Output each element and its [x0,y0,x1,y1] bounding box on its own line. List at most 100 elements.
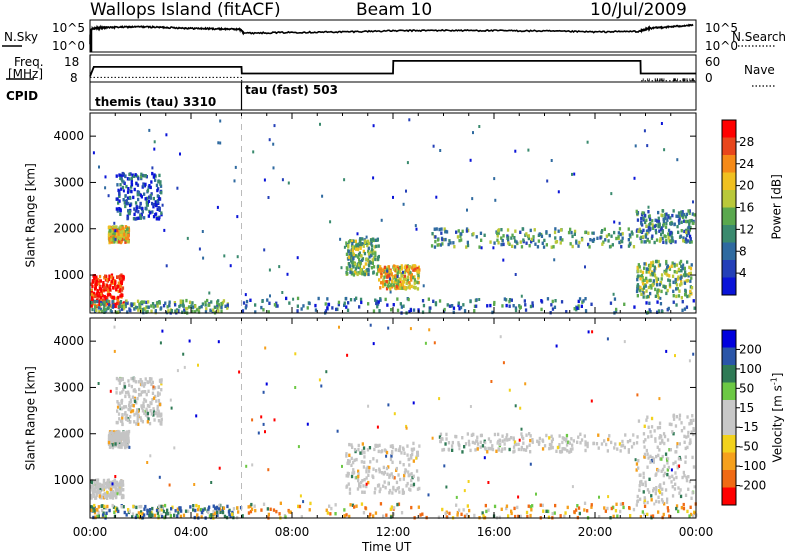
scatter-cell [117,284,120,288]
scatter-cell [142,184,145,188]
scatter-cell [570,437,573,441]
scatter-cell [680,506,683,510]
scatter-cell [380,450,383,454]
scatter-cell [640,230,644,234]
scatter-cell [345,296,348,301]
scatter-cell [618,442,622,446]
scatter-cell [643,452,647,457]
sparse-cell [294,352,297,356]
scatter-cell [638,484,641,488]
scatter-cell [401,283,405,287]
scatter-cell [413,275,416,279]
scatter-cell [554,236,557,240]
scatter-cell [455,230,458,234]
scatter-cell [682,502,685,507]
scatter-cell [115,494,118,499]
scatter-cell [412,447,416,451]
scatter-cell [623,445,626,450]
scatter-cell [139,416,142,420]
scatter-cell [362,249,365,254]
scatter-cell [493,432,497,437]
scatter-cell [105,278,109,282]
scatter-cell [440,231,443,235]
scatter-cell [658,263,662,267]
scatter-cell [228,512,231,517]
scatter-cell [530,237,533,242]
scatter-cell [416,271,419,276]
scatter-cell [391,491,394,495]
scatter-cell [203,507,206,511]
scatter-cell [123,306,126,310]
scatter-cell [267,512,270,517]
scatter-cell [520,245,524,249]
scatter-cell [147,305,150,309]
scatter-cell [106,478,109,483]
scatter-cell [127,228,131,232]
scatter-cell [111,495,114,500]
scatter-cell [663,441,666,446]
scatter-cell [348,453,351,457]
scatter-cell [157,393,160,397]
scatter-cell [500,236,503,240]
scatter-cell [445,432,448,437]
scatter-cell [362,244,365,248]
scatter-cell [372,457,375,461]
scatter-cell [121,179,124,183]
scatter-cell [190,304,193,308]
scatter-cell [660,277,663,281]
sparse-cell [296,256,299,260]
scatter-cell [483,233,486,237]
scatter-cell [514,229,517,233]
scatter-cell [690,512,693,517]
scatter-cell [653,274,657,278]
scatter-cell [389,507,392,511]
scatter-cell [196,507,200,512]
scatter-cell [115,376,119,381]
velocity-colorbar-tick-label: -100 [739,459,766,473]
scatter-cell [149,211,152,215]
scatter-cell [651,263,655,268]
scatter-cell [147,380,150,385]
sparse-cell [514,149,517,153]
scatter-cell [621,236,624,240]
scatter-cell [191,309,194,314]
scatter-cell [348,514,351,519]
sparse-cell [182,352,185,356]
scatter-cell [102,484,105,489]
scatter-cell [613,230,616,235]
sparse-cell [113,349,116,353]
scatter-cell [375,459,379,463]
y-tick-label: 3000 [53,175,84,189]
scatter-cell [125,438,128,442]
scatter-cell [169,514,172,518]
scatter-cell [580,438,584,442]
scatter-cell [132,195,135,200]
scatter-cell [284,515,287,519]
scatter-cell [683,434,686,439]
scatter-cell [472,232,475,236]
scatter-cell [640,235,643,240]
scatter-cell [659,441,662,445]
scatter-cell [99,307,103,311]
scatter-cell [641,510,644,514]
scatter-cell [156,304,159,308]
scatter-cell [531,304,534,308]
scatter-cell [403,265,406,269]
scatter-cell [685,230,688,234]
sparse-cell [389,290,392,294]
scatter-cell [114,444,117,448]
scatter-cell [597,446,600,450]
scatter-cell [409,270,412,275]
scatter-cell [572,439,575,443]
scatter-cell [648,217,652,221]
scatter-cell [553,511,556,515]
scatter-cell [116,197,119,201]
scatter-cell [452,241,455,245]
scatter-cell [118,275,121,279]
scatter-cell [123,385,127,389]
scatter-cell [678,221,681,225]
scatter-cell [583,434,586,438]
scatter-cell [343,301,346,305]
scatter-cell [527,236,530,241]
sparse-cell [692,200,694,204]
